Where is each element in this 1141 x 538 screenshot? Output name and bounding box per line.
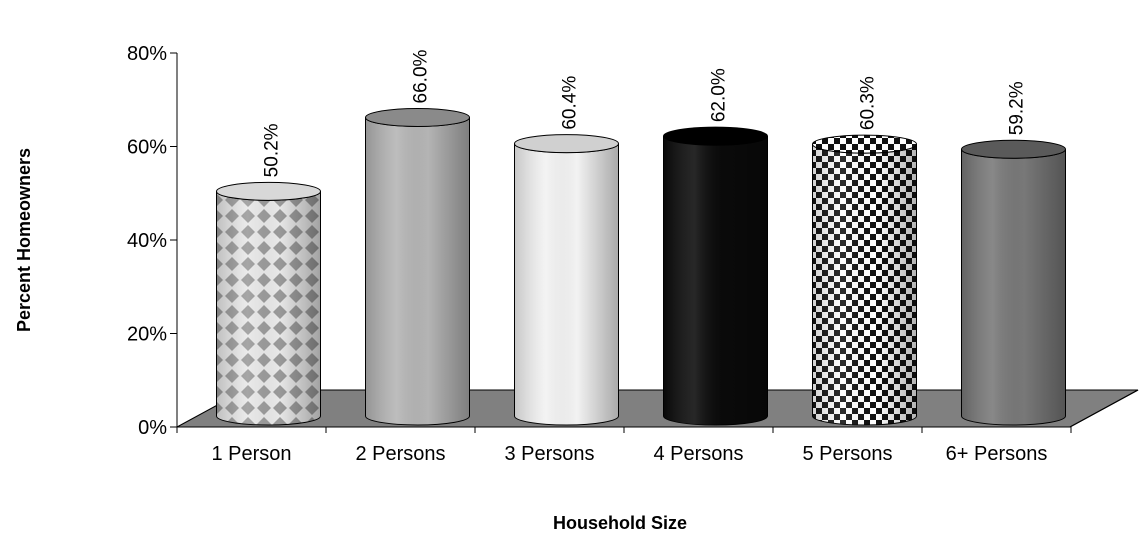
bar-top	[514, 134, 619, 154]
data-label: 60.3%	[858, 76, 879, 130]
bar-shading	[365, 117, 470, 425]
category-labels: 1 Person 2 Persons 3 Persons 4 Persons 5 Per…	[211, 443, 1047, 465]
x-axis-depth-line	[1069, 389, 1139, 428]
bar-top	[812, 134, 917, 154]
y-axis: 0% 20% 40% 60% 80%	[127, 43, 1139, 439]
data-label: 59.2%	[1007, 81, 1028, 135]
bar	[365, 107, 470, 426]
bar-shading	[812, 144, 917, 425]
category-label: 4 Persons	[653, 443, 743, 465]
data-label: 66.0%	[411, 49, 432, 103]
bar-top	[663, 126, 768, 146]
y-tick-label: 20%	[127, 324, 167, 346]
data-labels: 50.2% 66.0% 60.4% 62.0% 60.3% 59.2%	[262, 49, 1028, 177]
data-label: 50.2%	[262, 123, 283, 177]
category-label: 1 Person	[211, 443, 291, 465]
bars	[216, 107, 1066, 426]
bar-top	[961, 139, 1066, 159]
bar-shading	[663, 136, 768, 425]
bar-top	[365, 107, 470, 127]
y-axis-title: Percent Homeowners	[14, 148, 34, 332]
category-label: 2 Persons	[355, 443, 445, 465]
data-label: 62.0%	[709, 68, 730, 122]
bar	[961, 139, 1066, 426]
bar-shading	[961, 149, 1066, 426]
bar	[216, 181, 321, 426]
bar	[812, 134, 917, 426]
x-axis-label: Household Size	[553, 513, 687, 533]
bar-top	[216, 181, 321, 201]
category-label: 5 Persons	[802, 443, 892, 465]
data-label: 60.4%	[560, 76, 581, 130]
y-tick-label: 80%	[127, 43, 167, 65]
y-tick-label: 0%	[138, 417, 167, 439]
y-tick-label: 60%	[127, 137, 167, 159]
bar-shading	[216, 191, 321, 425]
y-axis-label: Percent Homeowners	[14, 148, 34, 332]
category-label: 3 Persons	[504, 443, 594, 465]
bar	[663, 126, 768, 426]
bar-shading	[514, 143, 619, 425]
category-label: 6+ Persons	[946, 443, 1048, 465]
bar	[514, 134, 619, 426]
y-tick-label: 40%	[127, 230, 167, 252]
